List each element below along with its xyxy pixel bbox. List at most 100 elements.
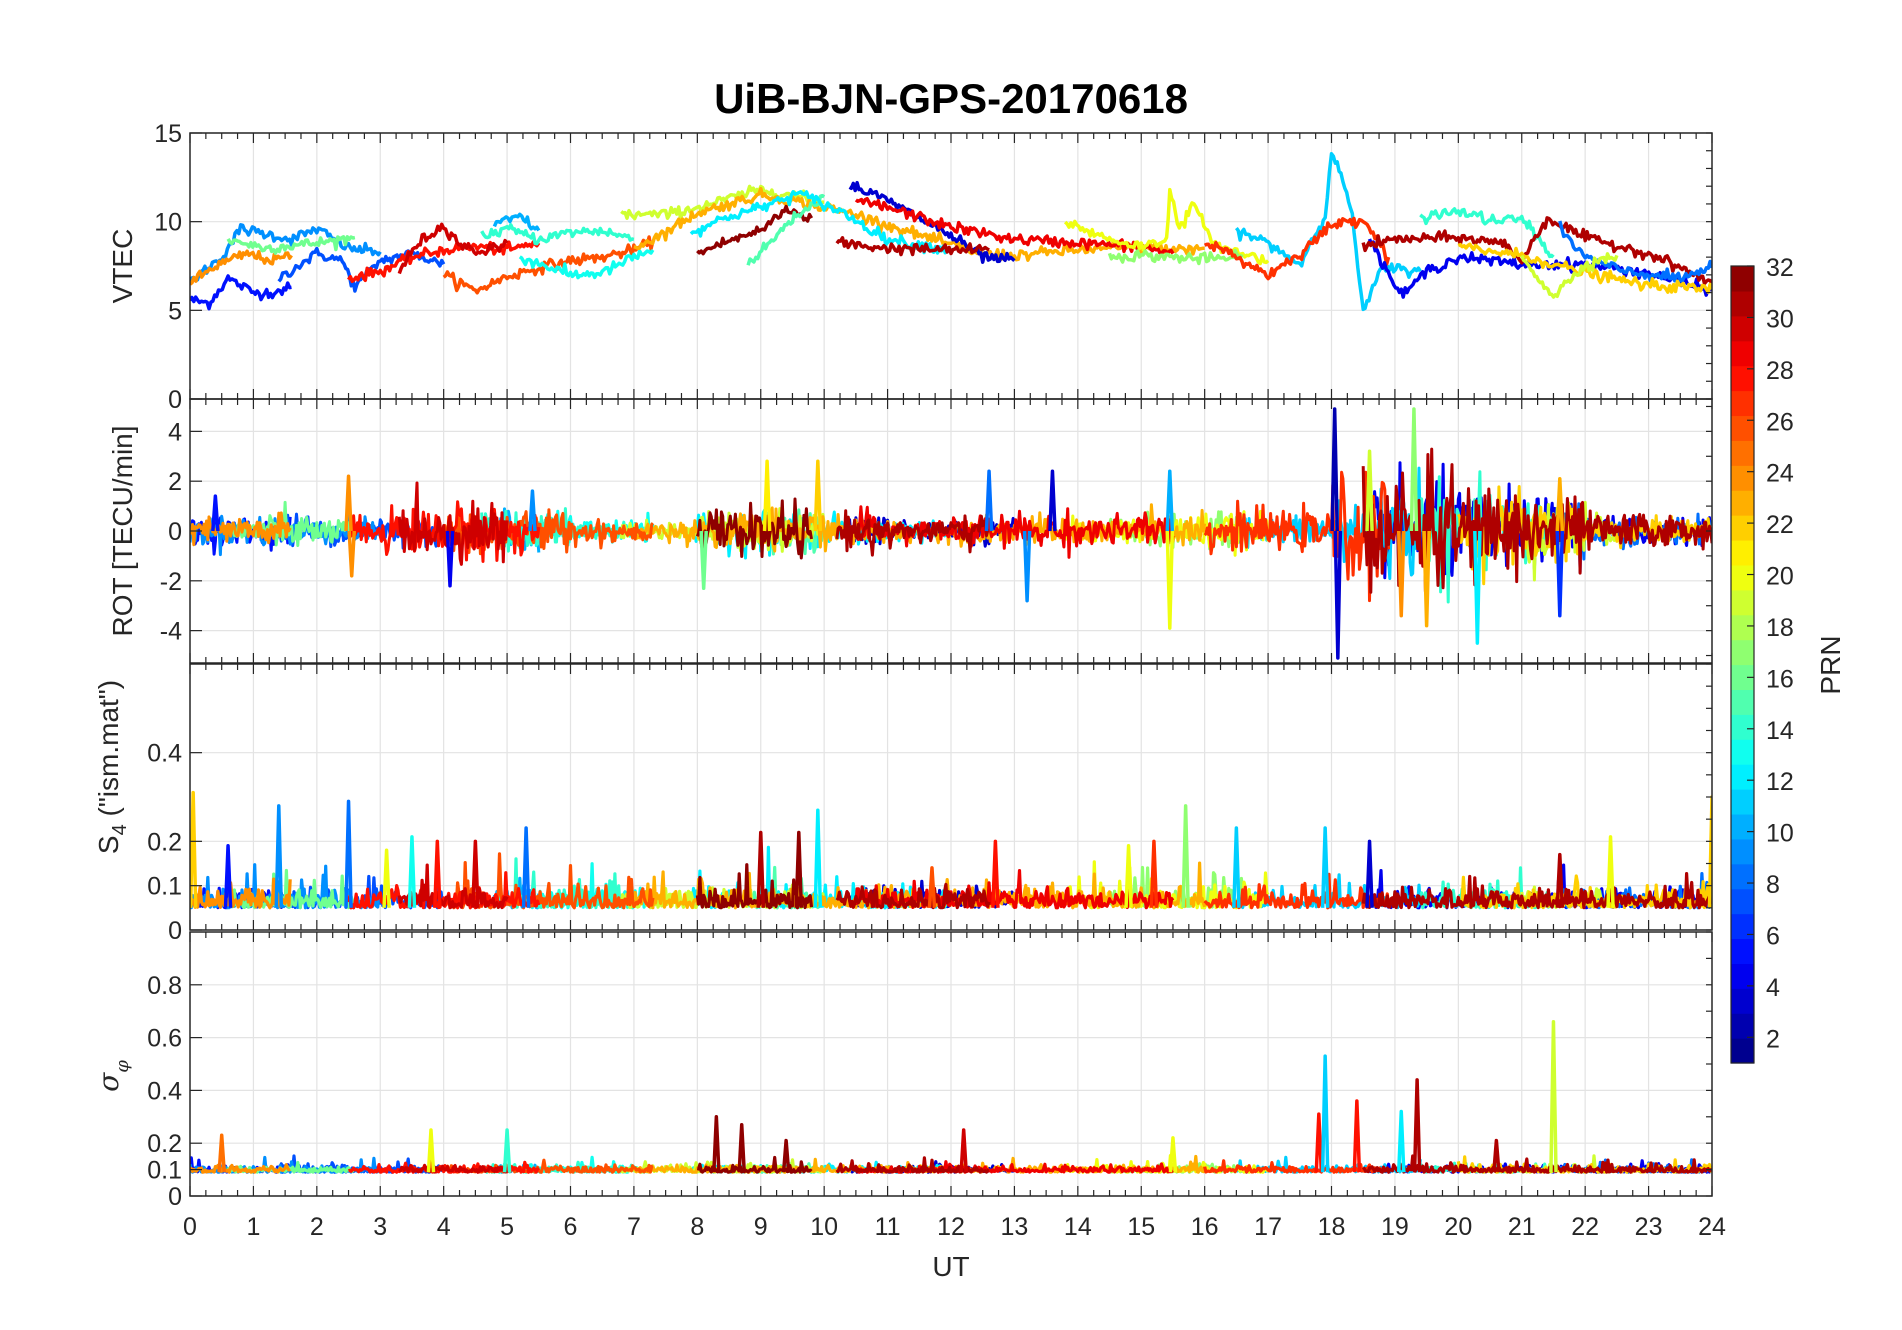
- spike-prn-17: [1409, 407, 1419, 532]
- panel-s4: 0 0.1 0.2 0.4 S4 ("ism.mat"): [93, 663, 1713, 945]
- colorbar-cell: [1731, 539, 1754, 566]
- colorbar-tick-label: 26: [1766, 408, 1794, 436]
- x-tick-label: 22: [1571, 1213, 1599, 1241]
- series-line-prn-5: [190, 274, 292, 311]
- y-axis-label: S4 ("ism.mat"): [93, 680, 131, 854]
- y-axis-label: ROT [TECU/min]: [107, 425, 138, 636]
- spike-prn-8: [984, 469, 994, 532]
- colorbar-cell: [1731, 888, 1754, 915]
- y-tick-label: 0: [168, 917, 182, 945]
- spike-prn-31: [756, 830, 766, 908]
- series-line-prn-14: [1419, 207, 1555, 259]
- spike-prn-21: [762, 459, 772, 532]
- colorbar-cell: [1731, 564, 1754, 591]
- series-group: [190, 1020, 1712, 1174]
- spike-prn-32: [781, 1138, 791, 1173]
- series-line-prn-29: [854, 196, 1175, 255]
- y-tick-label: 0.8: [147, 972, 182, 1000]
- series-line-prn-29: [854, 869, 1175, 910]
- series-line-prn-11: [1235, 152, 1422, 312]
- chart-title: UiB-BJN-GPS-20170618: [714, 75, 1188, 122]
- colorbar-cell: [1731, 938, 1754, 964]
- series-line-prn-32: [696, 204, 814, 256]
- spike-prn-28: [991, 839, 1000, 908]
- colorbar-tick-label: 32: [1766, 254, 1794, 282]
- x-tick-label: 13: [1001, 1213, 1029, 1241]
- y-tick-label: 0.4: [147, 1077, 182, 1105]
- spike-prn-16: [699, 530, 708, 591]
- series-line-prn-24: [190, 249, 293, 286]
- series-line-prn-27: [1203, 216, 1391, 281]
- spike-prn-12: [813, 808, 823, 908]
- series-group: [190, 790, 1712, 910]
- colorbar-cell: [1731, 415, 1754, 441]
- colorbar-cell: [1731, 614, 1754, 641]
- spike-prn-25: [217, 1133, 226, 1173]
- spike-prn-31: [1555, 852, 1565, 908]
- series-line-prn-26: [442, 235, 655, 295]
- x-tick-label: 15: [1127, 1213, 1155, 1241]
- spike-prn-31: [1412, 1078, 1422, 1173]
- spike-prn-24: [1396, 530, 1406, 618]
- series-line-prn-14: [480, 223, 635, 246]
- x-tick-labels: 0 1 2 3 4 5 6 7 8 9 10 11 12 13 14 15 16 17 18 19 20 21 22 23 24: [183, 1213, 1726, 1241]
- spike-prn-6: [1555, 530, 1565, 618]
- spike-prn-20: [1165, 530, 1175, 630]
- spike-prn-11: [1232, 826, 1241, 908]
- series-line-prn-24: [190, 511, 292, 547]
- x-tick-label: 2: [310, 1213, 324, 1241]
- colorbar-cell: [1731, 988, 1754, 1014]
- x-tick-label: 10: [810, 1213, 838, 1241]
- series-line-prn-30: [398, 1163, 509, 1174]
- spike-prn-19: [1365, 449, 1374, 532]
- series-line-prn-28: [346, 871, 541, 910]
- spike-prn-14: [502, 1128, 512, 1173]
- series-line-prn-30: [397, 222, 509, 275]
- spike-prn-22: [190, 790, 198, 908]
- spike-prn-32: [712, 1115, 721, 1173]
- y-tick-label: 0: [168, 518, 182, 546]
- spike-prn-23: [1422, 530, 1431, 628]
- y-tick-label: -4: [160, 618, 182, 646]
- colorbar-outline: [1730, 265, 1755, 1064]
- colorbar-cell: [1731, 764, 1754, 790]
- colorbar-tick-label: 14: [1766, 717, 1794, 745]
- colorbar-cell: [1731, 838, 1754, 865]
- series-line-prn-13: [518, 249, 655, 280]
- spike-prn-17: [1181, 804, 1190, 908]
- x-tick-label: 6: [564, 1213, 578, 1241]
- x-tick-label: 0: [183, 1213, 197, 1241]
- spike-prn-2: [1330, 407, 1339, 532]
- x-tick-label: 5: [500, 1213, 514, 1241]
- spike-prn-20: [1606, 835, 1615, 908]
- colorbar-cell: [1731, 789, 1754, 815]
- colorbar-cell: [1731, 639, 1754, 666]
- spike-prn-22: [813, 459, 823, 532]
- x-tick-label: 16: [1191, 1213, 1219, 1241]
- colorbar-tick-label: 22: [1766, 511, 1794, 539]
- series-line-prn-10: [492, 212, 541, 232]
- spike-prn-31: [1492, 1138, 1501, 1173]
- series-line-prn-30: [397, 863, 509, 910]
- colorbar-cell: [1731, 913, 1754, 940]
- spike-prn-5: [211, 494, 220, 532]
- colorbar-cell: [1731, 490, 1754, 516]
- y-tick-label: 0.1: [147, 873, 182, 901]
- series-line-prn-31: [835, 236, 990, 257]
- spike-prn-11: [1320, 1054, 1330, 1173]
- y-tick-label: 0.4: [147, 740, 182, 768]
- spike-prn-20: [1124, 844, 1133, 908]
- x-tick-label: 7: [627, 1213, 641, 1241]
- spike-prn-5: [223, 844, 233, 908]
- series-line-prn-3: [848, 180, 1016, 264]
- spike-prn-24: [347, 530, 356, 578]
- spike-prn-23: [1555, 476, 1565, 532]
- spike-prn-26: [927, 866, 937, 908]
- y-axis-label: σφ: [92, 1060, 133, 1092]
- colorbar-cell: [1731, 1013, 1754, 1039]
- spike-prn-9: [274, 804, 284, 908]
- panel-vtec: 0 5 10 15 VTEC: [107, 120, 1713, 414]
- colorbar-cell: [1731, 465, 1754, 491]
